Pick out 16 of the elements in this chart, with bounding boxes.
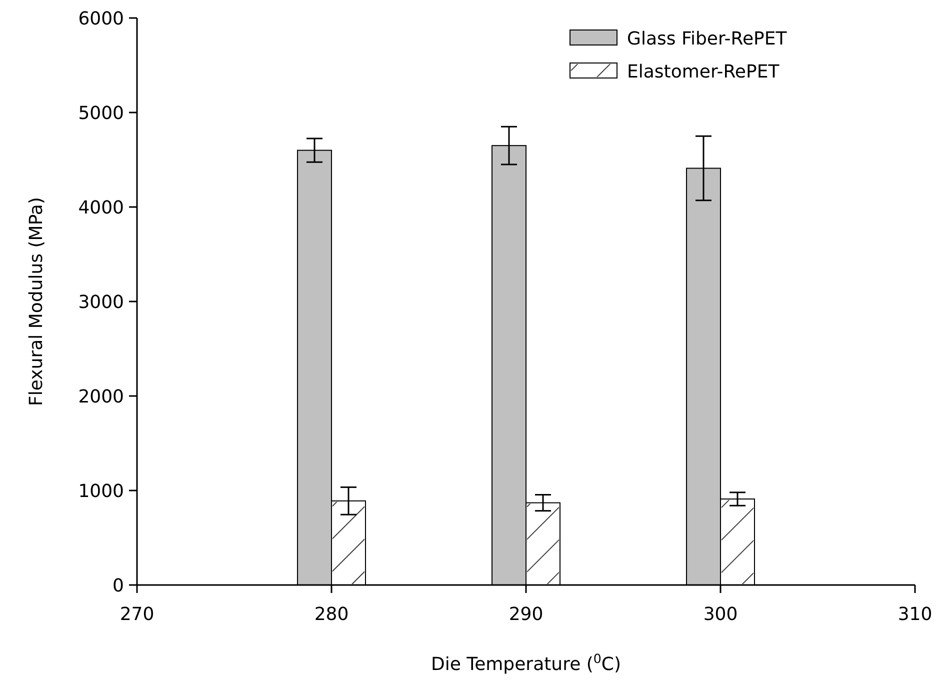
y-tick-label: 4000 <box>78 197 124 218</box>
x-tick-label: 290 <box>508 604 544 625</box>
y-tick-label: 2000 <box>78 386 124 408</box>
y-tick-label: 3000 <box>78 292 124 313</box>
y-tick-label: 1000 <box>78 480 124 502</box>
x-tick-label: 280 <box>314 604 349 625</box>
y-axis-title: Flexural Modulus (MPa) <box>26 197 47 406</box>
x-tick-label: 270 <box>120 604 154 625</box>
x-tick-label: 300 <box>703 604 738 625</box>
y-tick-label: 5000 <box>78 102 124 124</box>
y-tick-label: 6000 <box>78 8 124 30</box>
x-tick-label: 310 <box>898 604 932 625</box>
legend-label: Elastomer-RePET <box>627 61 780 82</box>
y-tick-label: 0 <box>112 575 124 596</box>
legend-label: Glass Fiber-RePET <box>627 28 788 50</box>
x-axis-title: Die Temperature ($^{0}$C) <box>430 650 622 675</box>
